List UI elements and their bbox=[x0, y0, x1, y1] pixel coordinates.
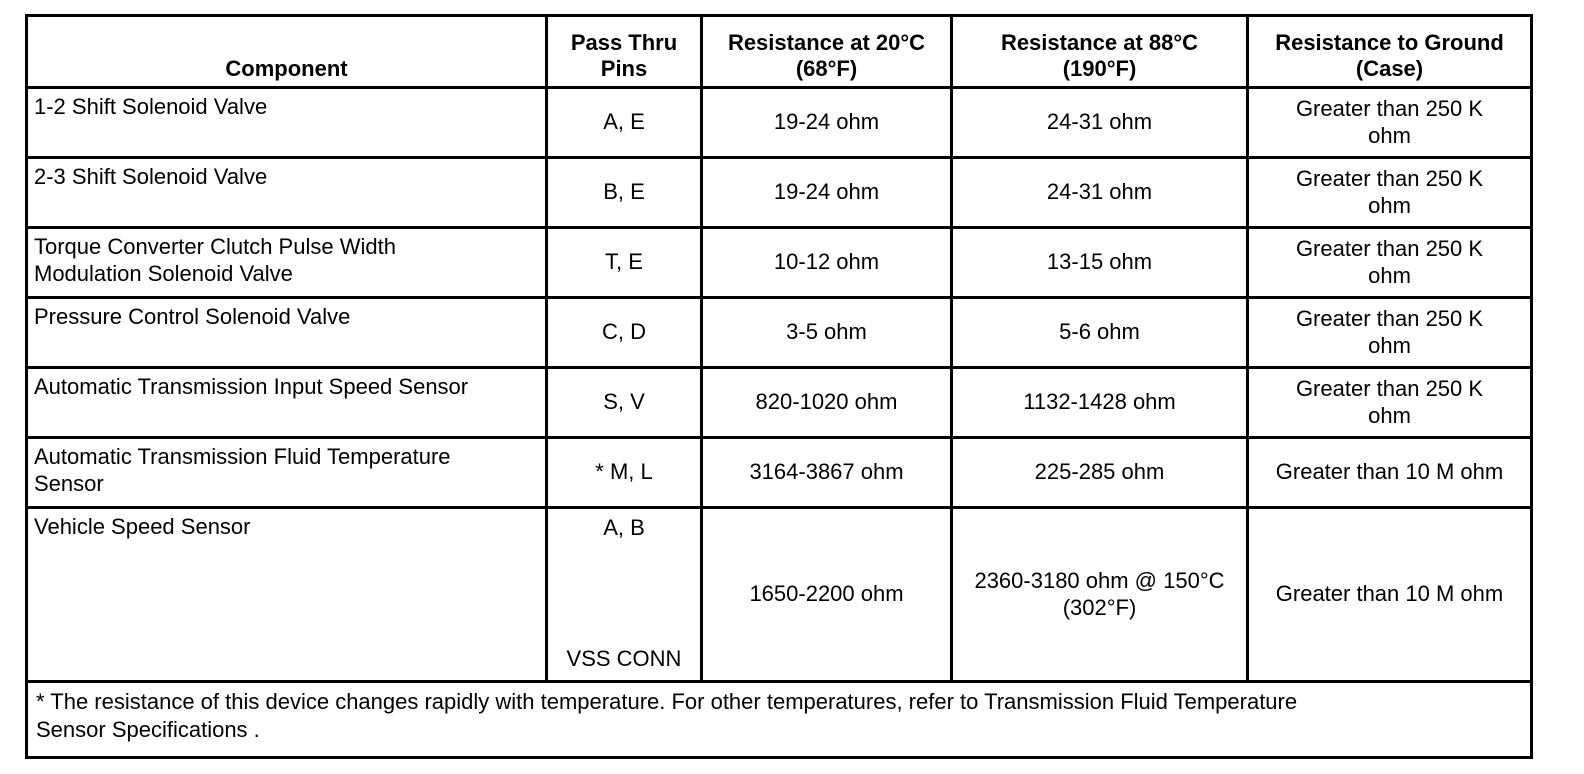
table-row: Automatic Transmission Fluid Temperature… bbox=[25, 436, 1533, 509]
component-cell: Automatic Transmission Fluid Temperature… bbox=[25, 436, 548, 509]
resistance-20c-cell: 3-5 ohm bbox=[700, 296, 953, 369]
table-body: 1-2 Shift Solenoid Valve A, E 19-24 ohm 24-… bbox=[25, 86, 1533, 683]
resistance-ground-cell: Greater than 250 K ohm bbox=[1246, 156, 1533, 229]
pins-top-label: A, B bbox=[603, 515, 645, 540]
component-cell: Torque Converter Clutch Pulse Width Modu… bbox=[25, 226, 548, 299]
component-cell: Automatic Transmission Input Speed Senso… bbox=[25, 366, 548, 439]
resistance-ground-cell: Greater than 250 K ohm bbox=[1246, 366, 1533, 439]
resistance-ground-cell: Greater than 10 M ohm bbox=[1246, 506, 1533, 683]
column-header-resistance-88c: Resistance at 88°C (190°F) bbox=[950, 14, 1249, 89]
resistance-ground-cell: Greater than 250 K ohm bbox=[1246, 296, 1533, 369]
resistance-20c-cell: 10-12 ohm bbox=[700, 226, 953, 299]
table-row: Pressure Control Solenoid Valve C, D 3-5 o… bbox=[25, 296, 1533, 369]
column-header-resistance-20c: Resistance at 20°C (68°F) bbox=[700, 14, 953, 89]
table-head: Component Pass Thru Pins Resistance at 2… bbox=[25, 14, 1533, 89]
resistance-88c-cell: 24-31 ohm bbox=[950, 156, 1249, 229]
pins-wrap: A, B VSS CONN bbox=[558, 513, 690, 673]
pins-cell: * M, L bbox=[545, 436, 703, 509]
table-row: 2-3 Shift Solenoid Valve B, E 19-24 ohm 24-… bbox=[25, 156, 1533, 229]
resistance-88c-cell: 13-15 ohm bbox=[950, 226, 1249, 299]
pins-bottom-label: VSS CONN bbox=[566, 646, 682, 672]
component-cell: Vehicle Speed Sensor bbox=[25, 506, 548, 683]
column-header-resistance-ground: Resistance to Ground (Case) bbox=[1246, 14, 1533, 89]
table-row: 1-2 Shift Solenoid Valve A, E 19-24 ohm 24-… bbox=[25, 86, 1533, 159]
resistance-20c-cell: 1650-2200 ohm bbox=[700, 506, 953, 683]
table-row: Automatic Transmission Input Speed Senso… bbox=[25, 366, 1533, 439]
footnote-row: * The resistance of this device changes … bbox=[25, 680, 1533, 759]
resistance-ground-cell: Greater than 250 K ohm bbox=[1246, 226, 1533, 299]
component-cell: 2-3 Shift Solenoid Valve bbox=[25, 156, 548, 229]
column-header-pass-thru-pins: Pass Thru Pins bbox=[545, 14, 703, 89]
table-foot: * The resistance of this device changes … bbox=[25, 680, 1533, 759]
header-row: Component Pass Thru Pins Resistance at 2… bbox=[25, 14, 1533, 89]
pins-cell: A, E bbox=[545, 86, 703, 159]
resistance-20c-cell: 3164-3867 ohm bbox=[700, 436, 953, 509]
resistance-88c-cell: 24-31 ohm bbox=[950, 86, 1249, 159]
resistance-88c-cell: 5-6 ohm bbox=[950, 296, 1249, 369]
resistance-20c-cell: 19-24 ohm bbox=[700, 86, 953, 159]
component-cell: Pressure Control Solenoid Valve bbox=[25, 296, 548, 369]
resistance-88c-cell: 1132-1428 ohm bbox=[950, 366, 1249, 439]
table-row: Torque Converter Clutch Pulse Width Modu… bbox=[25, 226, 1533, 299]
pins-cell: C, D bbox=[545, 296, 703, 369]
pins-cell: S, V bbox=[545, 366, 703, 439]
resistance-20c-cell: 19-24 ohm bbox=[700, 156, 953, 229]
component-cell: 1-2 Shift Solenoid Valve bbox=[25, 86, 548, 159]
pins-cell: A, B VSS CONN bbox=[545, 506, 703, 683]
resistance-88c-cell: 2360-3180 ohm @ 150°C (302°F) bbox=[950, 506, 1249, 683]
resistance-ground-cell: Greater than 250 K ohm bbox=[1246, 86, 1533, 159]
resistance-20c-cell: 820-1020 ohm bbox=[700, 366, 953, 439]
resistance-spec-table: Component Pass Thru Pins Resistance at 2… bbox=[25, 14, 1533, 759]
pins-cell: B, E bbox=[545, 156, 703, 229]
table-row: Vehicle Speed Sensor A, B VSS CONN 1650-220… bbox=[25, 506, 1533, 683]
footnote-text: * The resistance of this device changes … bbox=[25, 680, 1533, 759]
column-header-component: Component bbox=[25, 14, 548, 89]
resistance-88c-cell: 225-285 ohm bbox=[950, 436, 1249, 509]
pins-cell: T, E bbox=[545, 226, 703, 299]
resistance-ground-cell: Greater than 10 M ohm bbox=[1246, 436, 1533, 509]
